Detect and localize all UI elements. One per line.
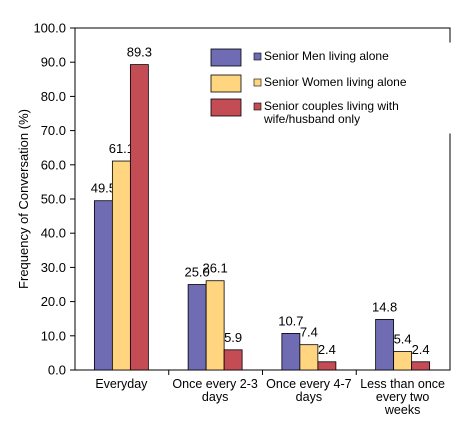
legend-label: wife/husband only bbox=[263, 112, 360, 126]
bar bbox=[93, 200, 113, 371]
data-label: 5.4 bbox=[394, 332, 412, 347]
bar bbox=[187, 284, 207, 371]
y-tick-label: 30.0 bbox=[41, 260, 66, 275]
legend-swatch bbox=[210, 74, 242, 93]
x-category-label: days bbox=[202, 390, 228, 404]
y-tick-label: 90.0 bbox=[41, 55, 66, 70]
bar bbox=[281, 333, 301, 371]
x-category-label: every two bbox=[376, 390, 430, 404]
y-axis-title: Frequency of Conversation (%) bbox=[16, 109, 31, 289]
data-label: 7.4 bbox=[300, 325, 318, 340]
bar bbox=[411, 361, 431, 371]
data-label: 26.1 bbox=[202, 261, 227, 276]
bar bbox=[205, 280, 225, 371]
y-tick-label: 100.0 bbox=[33, 21, 66, 36]
legend-label: Senior couples living with bbox=[264, 99, 399, 113]
x-category-label: Once every 4-7 bbox=[266, 377, 352, 391]
x-category-label: Everyday bbox=[95, 377, 148, 391]
y-tick-label: 50.0 bbox=[41, 192, 66, 207]
data-label: 25.0 bbox=[184, 265, 209, 280]
bar bbox=[299, 344, 319, 371]
legend-marker bbox=[253, 78, 262, 87]
x-category-label: Once every 2-3 bbox=[172, 377, 258, 391]
legend-swatch bbox=[210, 48, 242, 67]
bar bbox=[317, 361, 337, 371]
data-label: 10.7 bbox=[278, 313, 303, 328]
legend-marker bbox=[253, 52, 262, 61]
x-category-label: days bbox=[296, 390, 322, 404]
data-label: 5.9 bbox=[224, 330, 242, 345]
x-category-label: weeks bbox=[384, 403, 420, 417]
legend-box bbox=[208, 42, 451, 134]
bar bbox=[111, 160, 131, 371]
data-label: 2.4 bbox=[318, 342, 336, 357]
data-label: 14.8 bbox=[372, 299, 397, 314]
data-label: 2.4 bbox=[412, 342, 430, 357]
y-tick-label: 80.0 bbox=[41, 89, 66, 104]
y-tick-label: 0.0 bbox=[48, 363, 66, 378]
data-label: 61.1 bbox=[109, 141, 134, 156]
bar bbox=[393, 351, 413, 371]
bar bbox=[129, 64, 149, 371]
legend-marker bbox=[253, 102, 262, 111]
y-tick-label: 10.0 bbox=[41, 328, 66, 343]
data-label: 89.3 bbox=[127, 45, 152, 60]
bar bbox=[375, 318, 395, 371]
y-tick-label: 60.0 bbox=[41, 157, 66, 172]
bar bbox=[223, 349, 243, 371]
y-tick-label: 40.0 bbox=[41, 226, 66, 241]
y-tick-label: 20.0 bbox=[41, 294, 66, 309]
legend-label: Senior Men living alone bbox=[264, 49, 389, 63]
y-tick-label: 70.0 bbox=[41, 123, 66, 138]
legend-label: Senior Women living alone bbox=[264, 75, 407, 89]
legend-swatch bbox=[210, 98, 242, 117]
data-label: 49.5 bbox=[91, 181, 116, 196]
x-category-label: Less than once bbox=[360, 377, 445, 391]
